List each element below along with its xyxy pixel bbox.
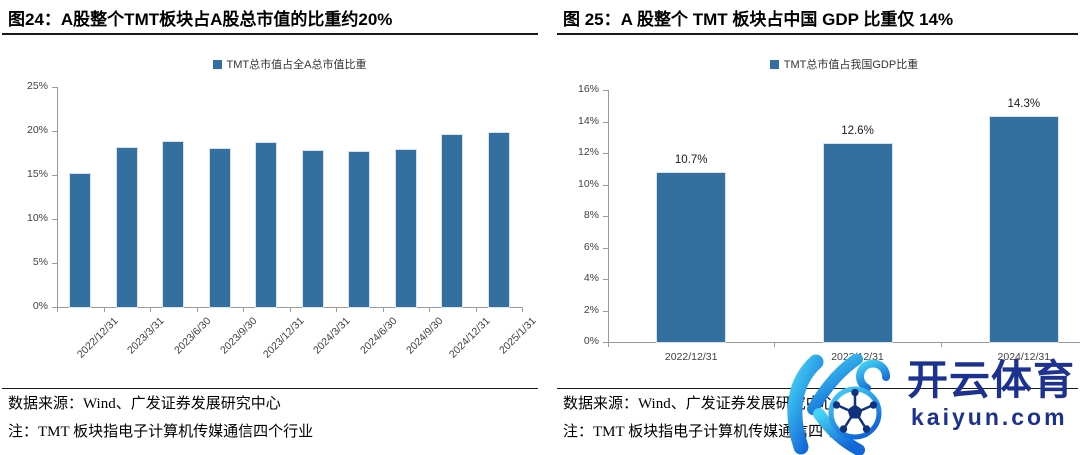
figure25-panel: 图 25：A 股整个 TMT 板块占中国 GDP 比重仅 14% TMT总市值占… [555, 0, 1080, 455]
y-tick [603, 279, 608, 280]
x-tick [150, 307, 151, 312]
x-tick [57, 307, 58, 312]
figure24-title: 图24：A股整个TMT板块占A股总市值的比重约20% [8, 10, 393, 29]
y-axis-label: 0% [32, 300, 48, 312]
x-axis-line [608, 342, 1080, 343]
y-axis-label: 0% [583, 335, 599, 347]
x-tick [336, 307, 337, 312]
figure24-legend: TMT总市值占全A总市值比重 [57, 56, 522, 72]
y-tick [52, 87, 57, 88]
kaiyun-logo-icon [787, 354, 890, 455]
y-axis-label: 25% [26, 80, 48, 92]
legend-swatch-icon [212, 59, 222, 69]
x-tick [196, 307, 198, 312]
figure25-title: 图 25：A 股整个 TMT 板块占中国 GDP 比重仅 14% [563, 10, 954, 29]
y-tick [52, 131, 57, 132]
y-tick [603, 342, 608, 343]
x-tick [475, 307, 477, 312]
y-tick [52, 307, 57, 308]
y-axis-label: 5% [32, 256, 48, 268]
y-axis-label: 2% [583, 303, 599, 316]
y-axis-line [57, 87, 58, 307]
y-axis-label: 6% [583, 240, 599, 253]
bar-value-label: 14.3% [1007, 97, 1041, 110]
figure25-bottom-rule [557, 388, 1078, 389]
bar [441, 133, 464, 308]
bar [115, 146, 138, 308]
bar [988, 115, 1059, 343]
figure24-title-rule [2, 33, 538, 35]
kaiyun-brand-text: 开云体育 [907, 357, 1075, 403]
y-axis-label: 10% [26, 212, 48, 224]
y-tick [52, 219, 57, 220]
kaiyun-watermark[interactable]: 开云体育 kaiyun.com [780, 352, 1080, 455]
figure24-panel: 图24：A股整个TMT板块占A股总市值的比重约20% TMT总市值占全A总市值比… [2, 10, 539, 440]
y-axis-label: 10% [577, 177, 599, 190]
y-tick [603, 90, 608, 91]
y-axis-label: 12% [577, 146, 599, 158]
bar [162, 141, 185, 308]
x-tick [940, 342, 942, 347]
y-axis-label: 16% [577, 83, 599, 95]
figure24-note: 注：TMT 板块指电子计算机传媒通信四个行业 [8, 424, 314, 440]
y-tick [52, 175, 57, 176]
figure25-bar-chart: 0% 2% 4% 6% 8% 10% 12% 14% 16% 10.7% 12.6% 14.3% 202… [555, 0, 1080, 455]
bar [301, 150, 324, 308]
x-tick [382, 307, 384, 312]
bar-value-label: 10.7% [674, 154, 708, 167]
y-tick [603, 247, 608, 249]
figure25-legend-label: TMT总市值占我国GDP比重 [783, 59, 919, 71]
figure24-bottom-rule [2, 388, 538, 389]
x-tick [243, 307, 244, 312]
y-axis-label: 20% [26, 124, 48, 136]
y-tick [52, 263, 57, 264]
y-tick [603, 184, 608, 186]
y-axis-label: 8% [583, 209, 599, 221]
bar [656, 172, 727, 343]
bar [394, 149, 417, 308]
y-axis-label: 15% [26, 168, 48, 180]
figure25-title-rule [557, 33, 1078, 35]
x-tick [103, 307, 105, 312]
y-tick [603, 153, 608, 154]
y-tick [603, 216, 608, 217]
bar [255, 142, 278, 308]
bar [822, 142, 893, 343]
figure24-source: 数据来源：Wind、广发证券发展研究中心 [8, 396, 281, 412]
y-axis-line [608, 90, 609, 342]
x-tick [608, 342, 609, 347]
figure24-legend-label: TMT总市值占全A总市值比重 [226, 59, 367, 71]
x-axis-label: 2024/12/31 [997, 351, 1051, 363]
x-tick [774, 342, 776, 347]
figure25-legend: TMT总市值占我国GDP比重 [608, 56, 1080, 72]
y-axis-label: 4% [583, 272, 599, 284]
x-tick [429, 307, 430, 312]
legend-swatch-icon [769, 59, 779, 69]
bar [208, 148, 231, 308]
x-tick [289, 307, 291, 312]
figure24-bar-chart: 0% 5% 10% 15% 20% 25% 2022/12/31 2023/3/31 2023/… [26, 80, 539, 361]
x-tick [522, 307, 523, 312]
figure25-source: 数据来源：Wind、广发证券发展研究中心 [563, 396, 836, 412]
bar-value-label: 12.6% [841, 124, 874, 137]
bar [487, 131, 510, 308]
y-tick [603, 310, 608, 312]
y-tick [603, 121, 608, 123]
y-axis-label: 14% [577, 114, 599, 127]
bar [348, 151, 371, 308]
x-axis-label: 2022/12/31 [664, 351, 718, 363]
kaiyun-domain-text: kaiyun.com [911, 404, 1068, 430]
bar [69, 173, 92, 308]
